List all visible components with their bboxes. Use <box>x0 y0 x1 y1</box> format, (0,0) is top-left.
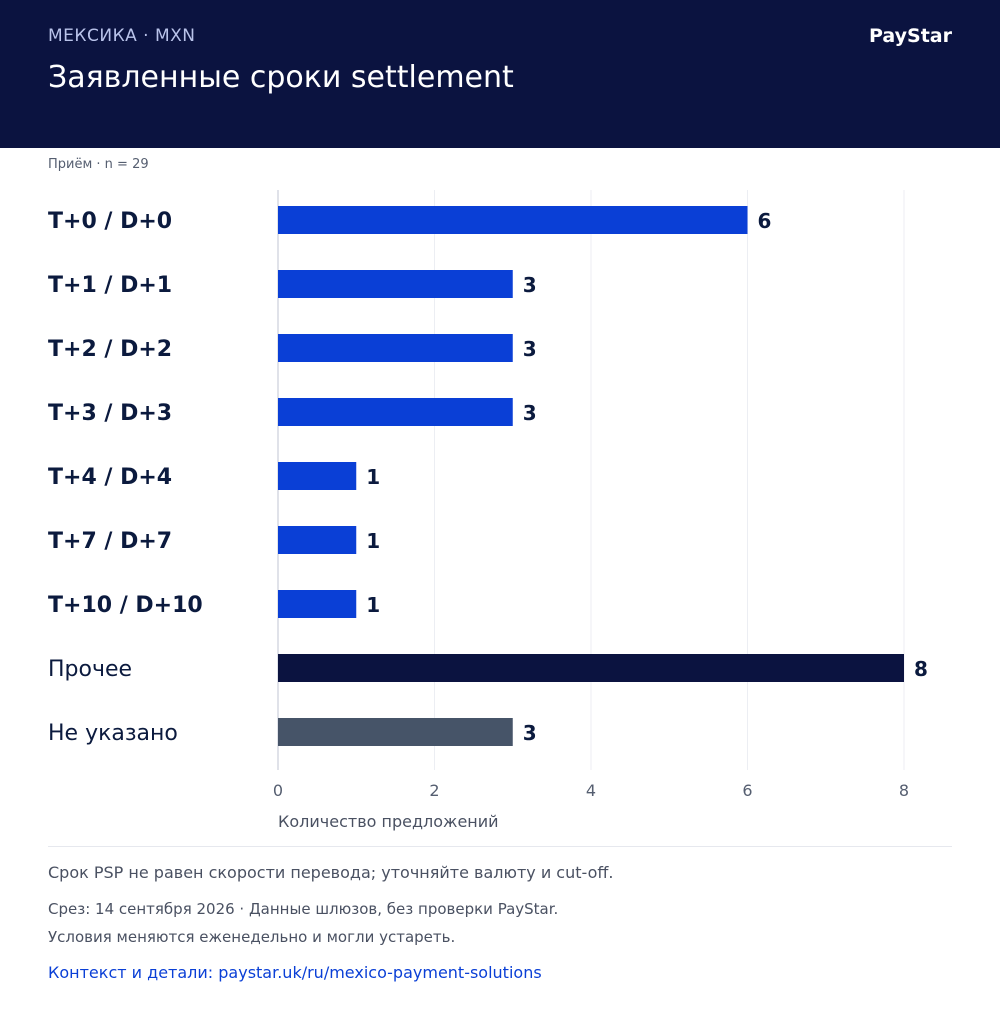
brand-logo: PayStar <box>869 25 952 47</box>
value-label: 8 <box>914 657 928 681</box>
category-label: T+1 / D+1 <box>48 273 172 298</box>
country-currency-label: МЕКСИКА · MXN <box>48 26 196 46</box>
category-label: T+2 / D+2 <box>48 337 172 362</box>
x-tick-label: 8 <box>899 781 909 800</box>
category-label: Прочее <box>48 657 132 682</box>
x-tick-label: 4 <box>586 781 596 800</box>
value-label: 1 <box>366 465 380 489</box>
bar <box>278 206 748 234</box>
x-tick-label: 6 <box>742 781 752 800</box>
context-link[interactable]: Контекст и детали: paystar.uk/ru/mexico-… <box>48 963 542 982</box>
bar <box>278 590 357 618</box>
x-tick-label: 0 <box>273 781 283 800</box>
header-banner: МЕКСИКА · MXN Заявленные сроки settlemen… <box>0 0 1000 148</box>
bar <box>278 654 904 682</box>
value-label: 1 <box>366 529 380 553</box>
bar <box>278 718 513 746</box>
value-label: 3 <box>523 401 537 425</box>
x-axis-label: Количество предложений <box>278 812 499 831</box>
bar <box>278 526 357 554</box>
bar <box>278 462 357 490</box>
value-label: 3 <box>523 721 537 745</box>
bar <box>278 270 513 298</box>
bar <box>278 398 513 426</box>
footer-divider <box>48 846 952 847</box>
footer-note: Срок PSP не равен скорости перевода; уто… <box>48 863 614 882</box>
chart-subtitle: Приём · n = 29 <box>48 157 149 172</box>
chart-title: Заявленные сроки settlement <box>48 60 514 95</box>
footer-cutoff: Срез: 14 сентября 2026 · Данные шлюзов, … <box>48 900 559 918</box>
category-label: T+7 / D+7 <box>48 529 172 554</box>
x-tick-label: 2 <box>429 781 439 800</box>
category-label: T+0 / D+0 <box>48 209 172 234</box>
value-label: 3 <box>523 273 537 297</box>
category-label: T+10 / D+10 <box>48 593 203 618</box>
category-label: Не указано <box>48 721 178 746</box>
bar <box>278 334 513 362</box>
value-label: 6 <box>758 209 772 233</box>
value-label: 3 <box>523 337 537 361</box>
bar-chart: 0 2 4 6 8 Количество предложений T+0 / D+0 6 T+1… <box>48 190 928 831</box>
value-label: 1 <box>366 593 380 617</box>
category-label: T+3 / D+3 <box>48 401 172 426</box>
category-label: T+4 / D+4 <box>48 465 172 490</box>
footer-disclaimer: Условия меняются еженедельно и могли уст… <box>48 928 456 946</box>
